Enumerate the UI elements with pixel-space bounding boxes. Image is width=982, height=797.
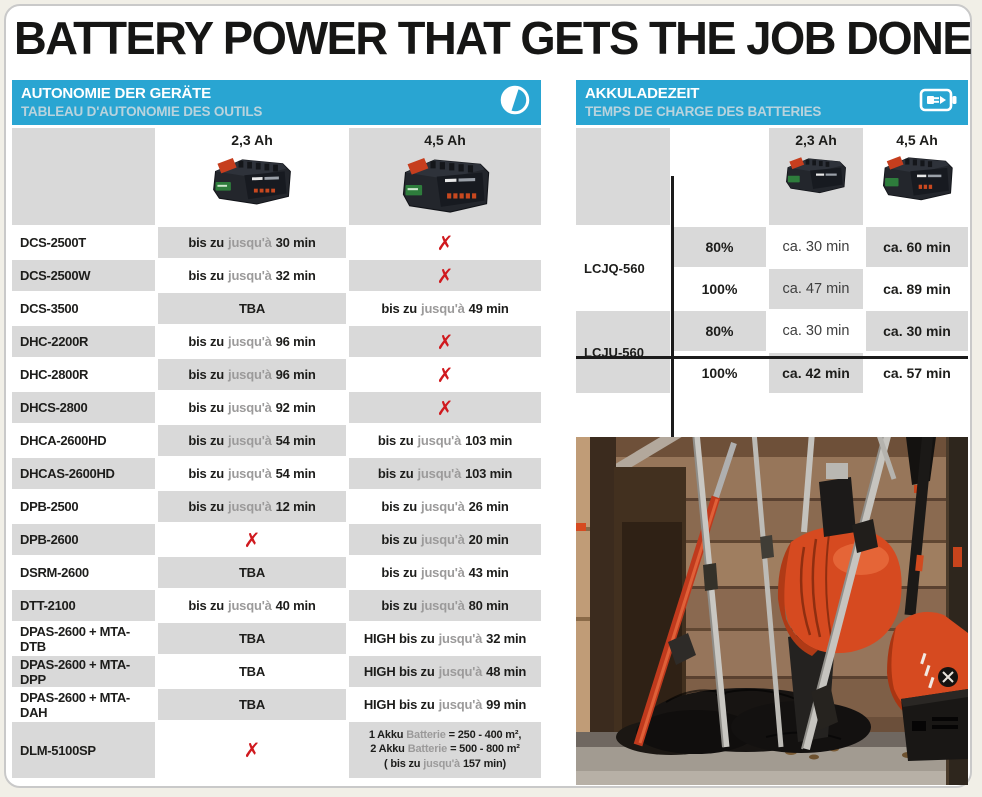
- model-cell: DHCS-2800: [12, 392, 155, 423]
- runtime-23ah-cell: bis zu jusqu'à 92 min: [158, 392, 346, 423]
- runtime-23ah-cell: bis zu jusqu'à 96 min: [158, 359, 346, 390]
- battery-4-5ah-image: [393, 150, 497, 223]
- runtime-45ah-cell: bis zu jusqu'à 103 min: [349, 425, 541, 456]
- charging-col-45: 4,5 Ah: [866, 128, 968, 225]
- runtime-45ah-cell: ✗: [349, 359, 541, 390]
- battery-charging-icon: [919, 86, 959, 119]
- charge-pct-cell: 80%: [673, 311, 766, 351]
- runtime-45ah-cell: 1 Akku Batterie = 250 - 400 m², 2 Akku Batte…: [349, 722, 541, 778]
- charging-heading: AKKULADEZEIT TEMPS DE CHARGE DES BATTERI…: [585, 85, 821, 120]
- runtime-45ah-cell: ✗: [349, 260, 541, 291]
- duration-half-circle-icon: [498, 83, 532, 122]
- runtime-23ah-cell: TBA: [158, 557, 346, 588]
- runtime-23ah-cell: bis zu jusqu'à 32 min: [158, 260, 346, 291]
- model-cell: DHCAS-2600HD: [12, 458, 155, 489]
- runtime-23ah-cell: bis zu jusqu'à 54 min: [158, 425, 346, 456]
- col-label-45: 4,5 Ah: [896, 132, 938, 148]
- model-cell: DHCA-2600HD: [12, 425, 155, 456]
- model-cell: DHC-2800R: [12, 359, 155, 390]
- charge-45ah-cell: ca. 60 min: [866, 227, 968, 267]
- page-title: BATTERY POWER THAT GETS THE JOB DONE: [14, 12, 973, 64]
- runtime-45ah-cell: bis zu jusqu'à 43 min: [349, 557, 541, 588]
- charge-pct-cell: 80%: [673, 227, 766, 267]
- charging-corner-cell: [576, 128, 670, 225]
- runtime-heading-fr: TABLEAU D'AUTONOMIE DES OUTILS: [21, 103, 263, 119]
- charging-empty-header: [673, 128, 766, 225]
- runtime-heading: AUTONOMIE DER GERÄTE TABLEAU D'AUTONOMIE…: [21, 85, 262, 120]
- runtime-23ah-cell: ✗: [158, 722, 346, 778]
- runtime-45ah-cell: bis zu jusqu'à 80 min: [349, 590, 541, 621]
- charge-23ah-cell: ca. 30 min: [769, 227, 863, 267]
- charging-table: 2,3 Ah: [576, 128, 968, 393]
- runtime-23ah-cell: TBA: [158, 623, 346, 654]
- charge-pct-cell: 100%: [673, 269, 766, 309]
- charging-col-23: 2,3 Ah: [769, 128, 863, 225]
- charge-45ah-cell: ca. 89 min: [866, 269, 968, 309]
- runtime-45ah-cell: bis zu jusqu'à 103 min: [349, 458, 541, 489]
- model-cell: DLM-5100SP: [12, 722, 155, 778]
- battery-4-5ah-image: [875, 150, 959, 209]
- battery-2-3ah-image: [779, 150, 853, 203]
- runtime-45ah-cell: HIGH bis zu jusqu'à 32 min: [349, 623, 541, 654]
- charger-model-cell: LCJQ-560: [576, 227, 670, 309]
- charging-heading-de: AKKULADEZEIT: [585, 85, 700, 103]
- runtime-45ah-cell: ✗: [349, 392, 541, 423]
- runtime-23ah-cell: TBA: [158, 689, 346, 720]
- runtime-45ah-cell: ✗: [349, 227, 541, 258]
- charge-23ah-cell: ca. 30 min: [769, 311, 863, 351]
- charge-pct-cell: 100%: [673, 353, 766, 393]
- runtime-45ah-cell: HIGH bis zu jusqu'à 99 min: [349, 689, 541, 720]
- charging-horizontal-divider: [576, 356, 968, 359]
- runtime-table: 2,3 Ah: [12, 128, 541, 778]
- charging-panel: AKKULADEZEIT TEMPS DE CHARGE DES BATTERI…: [576, 80, 968, 441]
- model-cell: DTT-2100: [12, 590, 155, 621]
- runtime-heading-de: AUTONOMIE DER GERÄTE: [21, 85, 211, 103]
- runtime-45ah-cell: bis zu jusqu'à 26 min: [349, 491, 541, 522]
- charge-45ah-cell: ca. 30 min: [866, 311, 968, 351]
- charger-model-cell: LCJU-560: [576, 311, 670, 393]
- charging-vertical-divider: [671, 176, 674, 441]
- runtime-45ah-cell: bis zu jusqu'à 49 min: [349, 293, 541, 324]
- runtime-23ah-cell: TBA: [158, 656, 346, 687]
- runtime-header-bar: AUTONOMIE DER GERÄTE TABLEAU D'AUTONOMIE…: [12, 80, 541, 125]
- model-cell: DCS-2500W: [12, 260, 155, 291]
- runtime-col-45: 4,5 Ah: [349, 128, 541, 225]
- model-cell: DPAS-2600 + MTA-DPP: [12, 656, 155, 687]
- battery-2-3ah-image: [204, 150, 300, 215]
- runtime-45ah-cell: HIGH bis zu jusqu'à 48 min: [349, 656, 541, 687]
- charging-header-bar: AKKULADEZEIT TEMPS DE CHARGE DES BATTERI…: [576, 80, 968, 125]
- model-cell: DPB-2600: [12, 524, 155, 555]
- col-label-23: 2,3 Ah: [795, 132, 837, 148]
- runtime-23ah-cell: bis zu jusqu'à 40 min: [158, 590, 346, 621]
- model-cell: DPB-2500: [12, 491, 155, 522]
- col-label-23: 2,3 Ah: [231, 132, 273, 148]
- charge-45ah-cell: ca. 57 min: [866, 353, 968, 393]
- runtime-panel: AUTONOMIE DER GERÄTE TABLEAU D'AUTONOMIE…: [12, 80, 541, 778]
- model-cell: DCS-3500: [12, 293, 155, 324]
- runtime-col-23: 2,3 Ah: [158, 128, 346, 225]
- runtime-corner-cell: [12, 128, 155, 225]
- runtime-23ah-cell: bis zu jusqu'à 30 min: [158, 227, 346, 258]
- runtime-45ah-cell: ✗: [349, 326, 541, 357]
- runtime-23ah-cell: bis zu jusqu'à 54 min: [158, 458, 346, 489]
- col-label-45: 4,5 Ah: [424, 132, 466, 148]
- charge-23ah-cell: ca. 47 min: [769, 269, 863, 309]
- charging-table-wrap: 2,3 Ah: [576, 128, 968, 441]
- runtime-23ah-cell: ✗: [158, 524, 346, 555]
- model-cell: DPAS-2600 + MTA-DAH: [12, 689, 155, 720]
- model-cell: DSRM-2600: [12, 557, 155, 588]
- charge-23ah-cell: ca. 42 min: [769, 353, 863, 393]
- charging-heading-fr: TEMPS DE CHARGE DES BATTERIES: [585, 103, 822, 119]
- product-photo: [576, 437, 968, 785]
- runtime-23ah-cell: TBA: [158, 293, 346, 324]
- model-cell: DHC-2200R: [12, 326, 155, 357]
- model-cell: DPAS-2600 + MTA-DTB: [12, 623, 155, 654]
- model-cell: DCS-2500T: [12, 227, 155, 258]
- runtime-23ah-cell: bis zu jusqu'à 12 min: [158, 491, 346, 522]
- runtime-45ah-cell: bis zu jusqu'à 20 min: [349, 524, 541, 555]
- runtime-23ah-cell: bis zu jusqu'à 96 min: [158, 326, 346, 357]
